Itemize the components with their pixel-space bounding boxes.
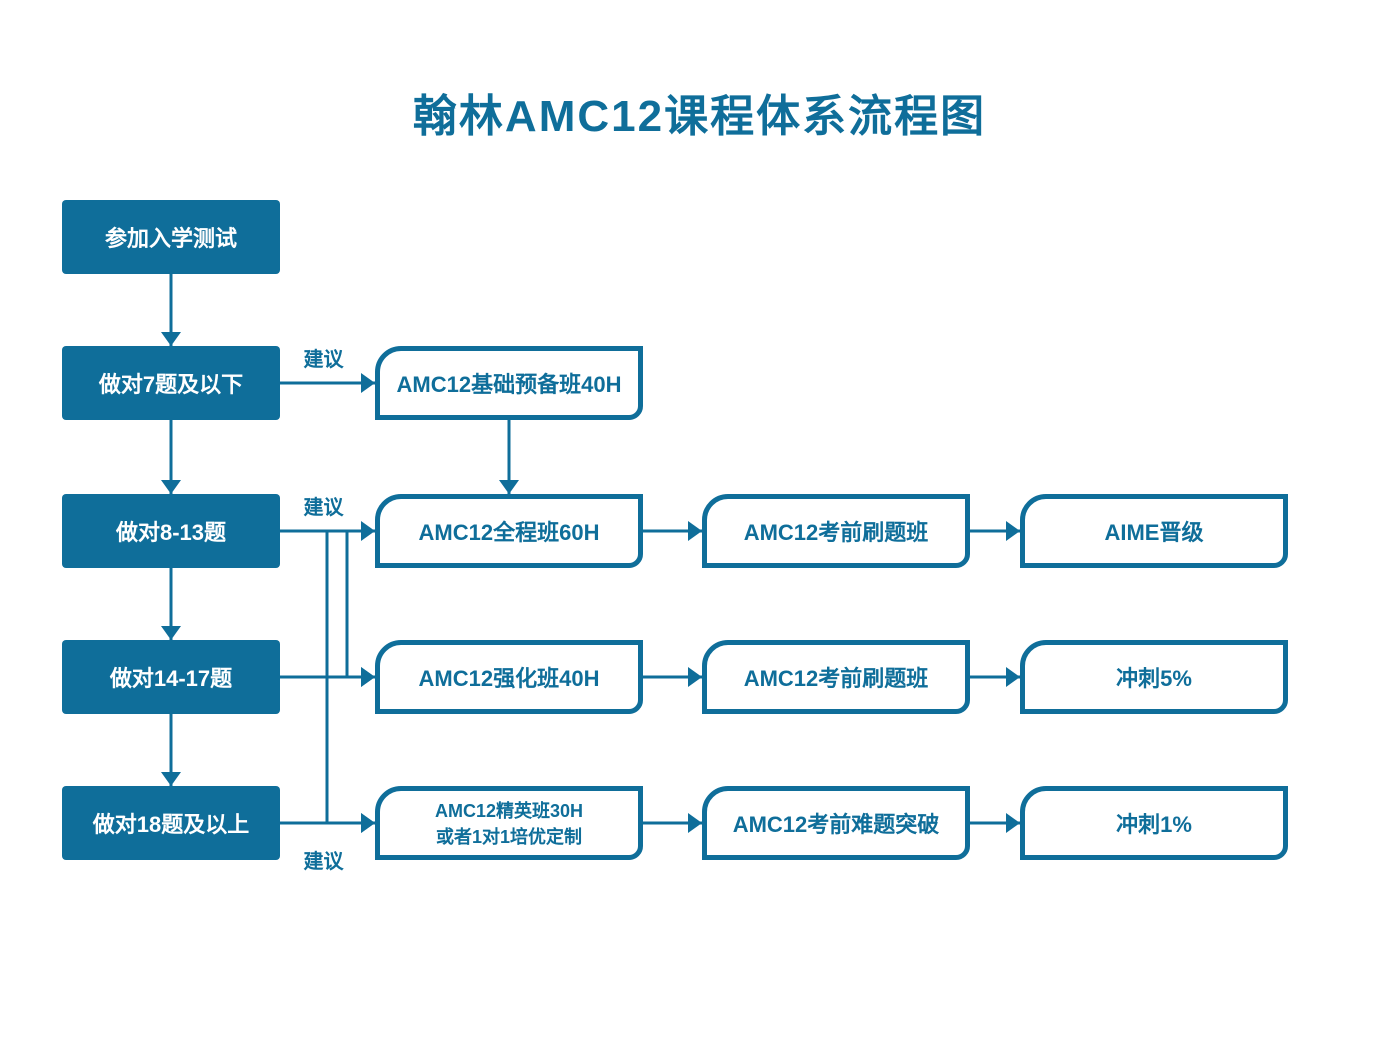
arrow-h: [970, 657, 1020, 697]
node-n-ge18: 做对18题及以上: [62, 786, 280, 860]
arrow-v: [151, 420, 191, 494]
node-n-14-17: 做对14-17题: [62, 640, 280, 714]
node-n-8-13: 做对8-13题: [62, 494, 280, 568]
arrow-h: [970, 803, 1020, 843]
edge-label: 建议: [304, 343, 344, 372]
arrow-h: [280, 803, 375, 843]
node-n-elite: AMC12精英班30H 或者1对1培优定制: [375, 786, 643, 860]
edge-label: 建议: [304, 845, 344, 874]
arrow-v: [151, 568, 191, 640]
arrow-h: [280, 657, 375, 697]
arrow-h: [643, 803, 702, 843]
arrow-v: [151, 714, 191, 786]
node-n-brush2: AMC12考前刷题班: [702, 494, 970, 568]
node-n-5pct: 冲刺5%: [1020, 640, 1288, 714]
node-n-full: AMC12全程班60H: [375, 494, 643, 568]
node-n-int: AMC12强化班40H: [375, 640, 643, 714]
diagram-title: 翰林AMC12课程体系流程图: [0, 80, 1399, 144]
edge-label: 建议: [304, 491, 344, 520]
node-n-test: 参加入学测试: [62, 200, 280, 274]
node-n-brush3: AMC12考前刷题班: [702, 640, 970, 714]
arrow-v: [489, 420, 529, 494]
arrow-h: [970, 511, 1020, 551]
node-n-aime: AIME晋级: [1020, 494, 1288, 568]
arrow-h: [643, 657, 702, 697]
node-n-prep: AMC12基础预备班40H: [375, 346, 643, 420]
arrow-h: [643, 511, 702, 551]
node-n-hard: AMC12考前难题突破: [702, 786, 970, 860]
arrow-v: [151, 274, 191, 346]
node-n-1pct: 冲刺1%: [1020, 786, 1288, 860]
node-n-le7: 做对7题及以下: [62, 346, 280, 420]
